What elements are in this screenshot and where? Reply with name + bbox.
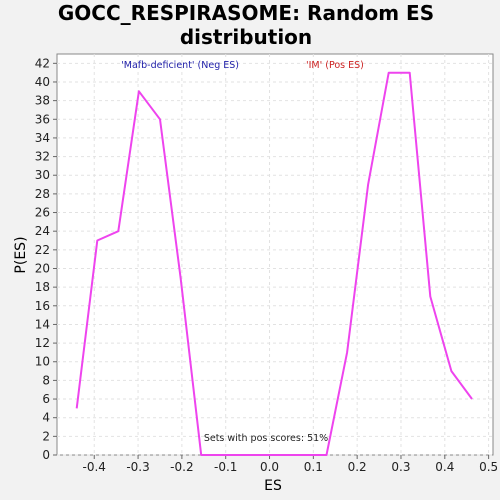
axis-ticks: -0.4 -0.3 -0.2 -0.1 0.0 0.1 0.2 0.3 0.4 0.5024681… (35, 56, 498, 474)
y-tick-label: 36 (35, 112, 50, 126)
series-layer (75, 71, 473, 456)
x-tick-label: 0.3 (391, 460, 410, 474)
x-tick-label: 0.4 (435, 460, 454, 474)
y-tick-label: 0 (42, 448, 50, 462)
y-tick-label: 16 (35, 299, 50, 313)
y-tick-label: 10 (35, 355, 50, 369)
x-tick-label: 0.0 (260, 460, 279, 474)
y-tick-label: 2 (42, 429, 50, 443)
x-tick-label: 0.1 (304, 460, 323, 474)
chart-title-line-1: GOCC_RESPIRASOME: Random ES (58, 1, 434, 25)
y-tick-label: 28 (35, 187, 50, 201)
y-tick-label: 8 (42, 373, 50, 387)
x-tick-label: -0.3 (126, 460, 149, 474)
legend-pos-label: 'IM' (Pos ES) (306, 60, 364, 71)
chart-title-line-2: distribution (180, 25, 312, 49)
x-tick-label: 0.5 (479, 460, 498, 474)
y-tick-label: 26 (35, 206, 50, 220)
x-axis-label: ES (264, 478, 282, 494)
y-tick-label: 14 (35, 317, 50, 331)
y-tick-label: 4 (42, 411, 50, 425)
legend-neg-label: 'Mafb-deficient' (Neg ES) (121, 60, 239, 71)
y-tick-label: 12 (35, 336, 50, 350)
x-tick-label: 0.2 (348, 460, 367, 474)
y-tick-label: 6 (42, 392, 50, 406)
y-tick-label: 32 (35, 150, 50, 164)
y-axis-label: P(ES) (13, 236, 29, 273)
y-tick-label: 34 (35, 131, 50, 145)
pos-scores-annotation: Sets with pos scores: 51% (204, 433, 328, 444)
x-tick-label: -0.2 (170, 460, 193, 474)
y-tick-label: 20 (35, 261, 50, 275)
y-tick-label: 30 (35, 168, 50, 182)
x-tick-label: -0.4 (83, 460, 106, 474)
x-tick-label: -0.1 (214, 460, 237, 474)
plot-area (56, 53, 494, 456)
y-tick-label: 18 (35, 280, 50, 294)
y-tick-label: 40 (35, 75, 50, 89)
y-tick-label: 24 (35, 224, 50, 238)
y-tick-label: 22 (35, 243, 50, 257)
y-tick-label: 38 (35, 94, 50, 108)
y-tick-label: 42 (35, 56, 50, 70)
es-distribution-line (75, 71, 473, 456)
